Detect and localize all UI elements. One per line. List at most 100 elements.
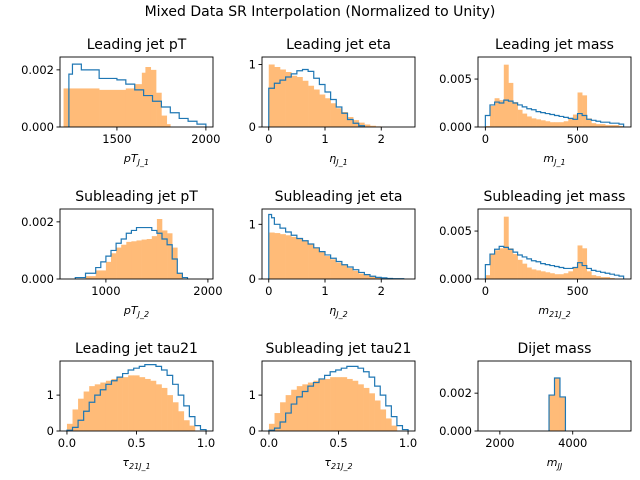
filled-bar <box>385 418 392 431</box>
filled-bar <box>586 271 592 279</box>
step-outline <box>484 245 625 279</box>
filled-bar <box>63 88 100 127</box>
filled-bar <box>595 124 601 127</box>
panel-title: Leading jet eta <box>286 37 391 53</box>
filled-bar <box>85 276 96 279</box>
panel-4: 1000 2000 0.000 0.002 Subleading jet pT pTJ_2 <box>21 189 222 319</box>
filled-bar <box>178 411 185 431</box>
x-axis-label: mJ_1 <box>543 152 565 167</box>
x-tick-label: 1 <box>321 284 328 298</box>
step-outline <box>548 377 567 431</box>
filled-bar <box>133 375 140 431</box>
filled-bar <box>335 377 342 431</box>
filled-bar <box>313 380 320 431</box>
filled-bar <box>357 384 364 431</box>
filled-bar <box>517 259 523 279</box>
filled-bar <box>141 72 146 127</box>
filled-bar <box>111 378 118 431</box>
figure-title: Mixed Data SR Interpolation (Normalized … <box>145 4 496 20</box>
filled-bar <box>280 402 286 431</box>
filled-bar <box>347 268 354 279</box>
filled-bar <box>508 248 514 279</box>
filled-bar <box>155 384 162 431</box>
y-tick-label: 0.002 <box>439 386 472 400</box>
filled-bar <box>517 109 523 127</box>
x-axis-label: pTJ_2 <box>123 304 149 319</box>
x-tick-label: 0 <box>265 132 272 146</box>
filled-bar <box>177 273 183 279</box>
filled-bar <box>499 248 505 279</box>
x-tick-label: 0 <box>482 284 489 298</box>
filled-bar <box>559 122 565 127</box>
x-tick-label: 2000 <box>191 132 220 146</box>
filled-bar <box>330 377 337 431</box>
filled-bar <box>582 95 588 127</box>
panel-3: 0 500 0.000 0.005 Leading jet mass mJ_1 <box>439 37 632 167</box>
y-tick-label: 0 <box>249 424 256 438</box>
filled-bar <box>554 378 561 431</box>
x-axis-label: τ21J_2 <box>324 456 352 471</box>
filled-bar <box>522 263 528 279</box>
y-tick-label: 0.000 <box>21 120 54 134</box>
filled-bar <box>105 380 112 431</box>
filled-bar <box>346 378 353 431</box>
filled-bar <box>125 88 136 127</box>
y-tick-label: 1 <box>249 388 256 402</box>
filled-bar <box>499 100 505 127</box>
filled-bar <box>302 384 309 431</box>
filled-bar <box>370 276 376 279</box>
step-outline <box>268 68 365 127</box>
filled-bar <box>72 409 79 431</box>
filled-bar <box>324 378 331 431</box>
filled-bar <box>358 122 365 127</box>
filled-bar <box>591 275 597 279</box>
filled-bar <box>274 67 281 127</box>
filled-bar <box>391 425 398 431</box>
panel-6: 0 500 0.000 0.005 Subleading jet mass m21J_2 <box>439 189 632 319</box>
y-tick-label: 0.000 <box>439 120 472 134</box>
panel-title: Subleading jet pT <box>75 189 198 205</box>
filled-bar <box>600 124 606 127</box>
x-tick-label: 2000 <box>193 284 222 298</box>
filled-bar <box>313 247 320 279</box>
x-tick-label: 0 <box>482 132 489 146</box>
filled-bar <box>563 273 569 279</box>
filled-bar <box>172 402 179 431</box>
panel-title: Subleading jet mass <box>484 189 626 205</box>
filled-bar <box>146 239 153 279</box>
filled-bar <box>559 274 565 279</box>
filled-bar <box>336 108 343 127</box>
filled-bar <box>296 238 303 279</box>
x-axis-label: mJJ <box>547 456 563 471</box>
filled-bar <box>568 118 574 127</box>
panel-1: 1500 2000 0.000 0.002 Leading jet pT pTJ_1 <box>21 37 220 167</box>
filled-bar <box>374 400 381 431</box>
filled-bar <box>364 124 371 127</box>
filled-bar <box>609 125 615 127</box>
filled-bar <box>128 375 135 431</box>
filled-bar <box>121 244 127 279</box>
filled-bar <box>285 72 292 127</box>
filled-bar <box>545 121 551 127</box>
filled-bar <box>614 125 620 127</box>
filled-bar <box>485 275 491 279</box>
filled-bar <box>161 115 168 127</box>
y-tick-label: 0.002 <box>21 63 54 77</box>
filled-bar <box>513 254 518 279</box>
filled-bar <box>582 248 588 279</box>
filled-bar <box>352 380 359 431</box>
x-tick-label: 1 <box>321 132 328 146</box>
filled-bar <box>353 270 360 279</box>
filled-bar <box>549 395 555 431</box>
filled-bar <box>117 377 123 431</box>
x-tick-label: 1.0 <box>399 436 417 450</box>
x-tick-label: 2000 <box>485 436 514 450</box>
x-tick-label: 0.0 <box>260 436 278 450</box>
x-tick-label: 0.0 <box>58 436 76 450</box>
filled-bar <box>172 247 178 279</box>
filled-bar <box>494 250 500 279</box>
filled-bar <box>156 219 163 279</box>
filled-bar <box>167 395 173 431</box>
filled-bar <box>609 278 615 279</box>
